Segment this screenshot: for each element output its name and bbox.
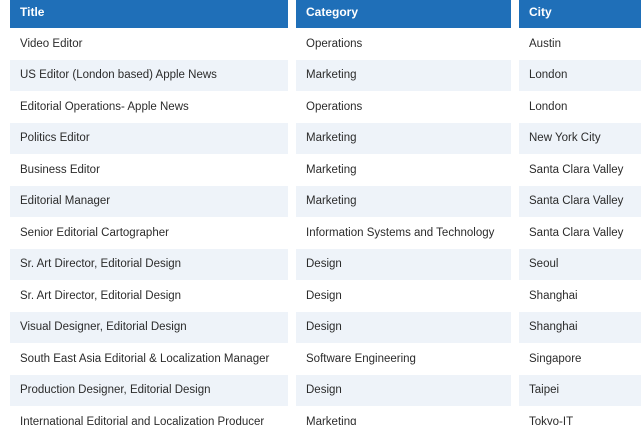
city-cell: Santa Clara Valley xyxy=(519,185,641,217)
city-cell: New York City xyxy=(519,122,641,154)
category-cell: Marketing xyxy=(296,185,511,217)
job-title-cell[interactable]: Senior Editorial Cartographer xyxy=(10,217,288,249)
table-row[interactable]: Politics Editor Marketing New York City xyxy=(10,122,641,154)
job-title-cell[interactable]: Editorial Operations- Apple News xyxy=(10,91,288,123)
table-row[interactable]: Visual Designer, Editorial Design Design… xyxy=(10,311,641,343)
city-cell: London xyxy=(519,91,641,123)
job-title-cell[interactable]: US Editor (London based) Apple News xyxy=(10,59,288,91)
category-cell: Operations xyxy=(296,28,511,60)
job-title-cell[interactable]: Video Editor xyxy=(10,28,288,60)
category-cell: Design xyxy=(296,248,511,280)
job-title-cell[interactable]: International Editorial and Localization… xyxy=(10,406,288,425)
category-cell: Design xyxy=(296,311,511,343)
city-cell: Seoul xyxy=(519,248,641,280)
column-header-title[interactable]: Title xyxy=(10,0,288,28)
city-cell: Shanghai xyxy=(519,311,641,343)
city-cell: Austin xyxy=(519,28,641,60)
job-title-cell[interactable]: Production Designer, Editorial Design xyxy=(10,374,288,406)
job-title-cell[interactable]: Sr. Art Director, Editorial Design xyxy=(10,248,288,280)
table-row[interactable]: International Editorial and Localization… xyxy=(10,406,641,425)
table-row[interactable]: Production Designer, Editorial Design De… xyxy=(10,374,641,406)
table-row[interactable]: Business Editor Marketing Santa Clara Va… xyxy=(10,154,641,186)
city-cell: London xyxy=(519,59,641,91)
city-cell: Santa Clara Valley xyxy=(519,217,641,249)
category-cell: Design xyxy=(296,280,511,312)
city-cell: Tokyo-IT xyxy=(519,406,641,425)
job-title-cell[interactable]: South East Asia Editorial & Localization… xyxy=(10,343,288,375)
job-listings-table: Title Category City Video Editor Operati… xyxy=(10,0,641,425)
category-cell: Information Systems and Technology xyxy=(296,217,511,249)
table-row[interactable]: Editorial Manager Marketing Santa Clara … xyxy=(10,185,641,217)
city-cell: Singapore xyxy=(519,343,641,375)
table-row[interactable]: South East Asia Editorial & Localization… xyxy=(10,343,641,375)
category-cell: Software Engineering xyxy=(296,343,511,375)
job-title-cell[interactable]: Politics Editor xyxy=(10,122,288,154)
job-title-cell[interactable]: Business Editor xyxy=(10,154,288,186)
job-title-cell[interactable]: Visual Designer, Editorial Design xyxy=(10,311,288,343)
category-cell: Design xyxy=(296,374,511,406)
column-header-category[interactable]: Category xyxy=(296,0,511,28)
job-title-cell[interactable]: Sr. Art Director, Editorial Design xyxy=(10,280,288,312)
city-cell: Shanghai xyxy=(519,280,641,312)
category-cell: Marketing xyxy=(296,59,511,91)
city-cell: Taipei xyxy=(519,374,641,406)
table-row[interactable]: Sr. Art Director, Editorial Design Desig… xyxy=(10,280,641,312)
job-title-cell[interactable]: Editorial Manager xyxy=(10,185,288,217)
category-cell: Operations xyxy=(296,91,511,123)
table-row[interactable]: Senior Editorial Cartographer Informatio… xyxy=(10,217,641,249)
column-header-city[interactable]: City xyxy=(519,0,641,28)
category-cell: Marketing xyxy=(296,122,511,154)
category-cell: Marketing xyxy=(296,154,511,186)
table-header-row: Title Category City xyxy=(10,0,641,28)
category-cell: Marketing xyxy=(296,406,511,425)
city-cell: Santa Clara Valley xyxy=(519,154,641,186)
table-row[interactable]: Video Editor Operations Austin xyxy=(10,28,641,60)
table-row[interactable]: US Editor (London based) Apple News Mark… xyxy=(10,59,641,91)
table-row[interactable]: Sr. Art Director, Editorial Design Desig… xyxy=(10,248,641,280)
table-row[interactable]: Editorial Operations- Apple News Operati… xyxy=(10,91,641,123)
